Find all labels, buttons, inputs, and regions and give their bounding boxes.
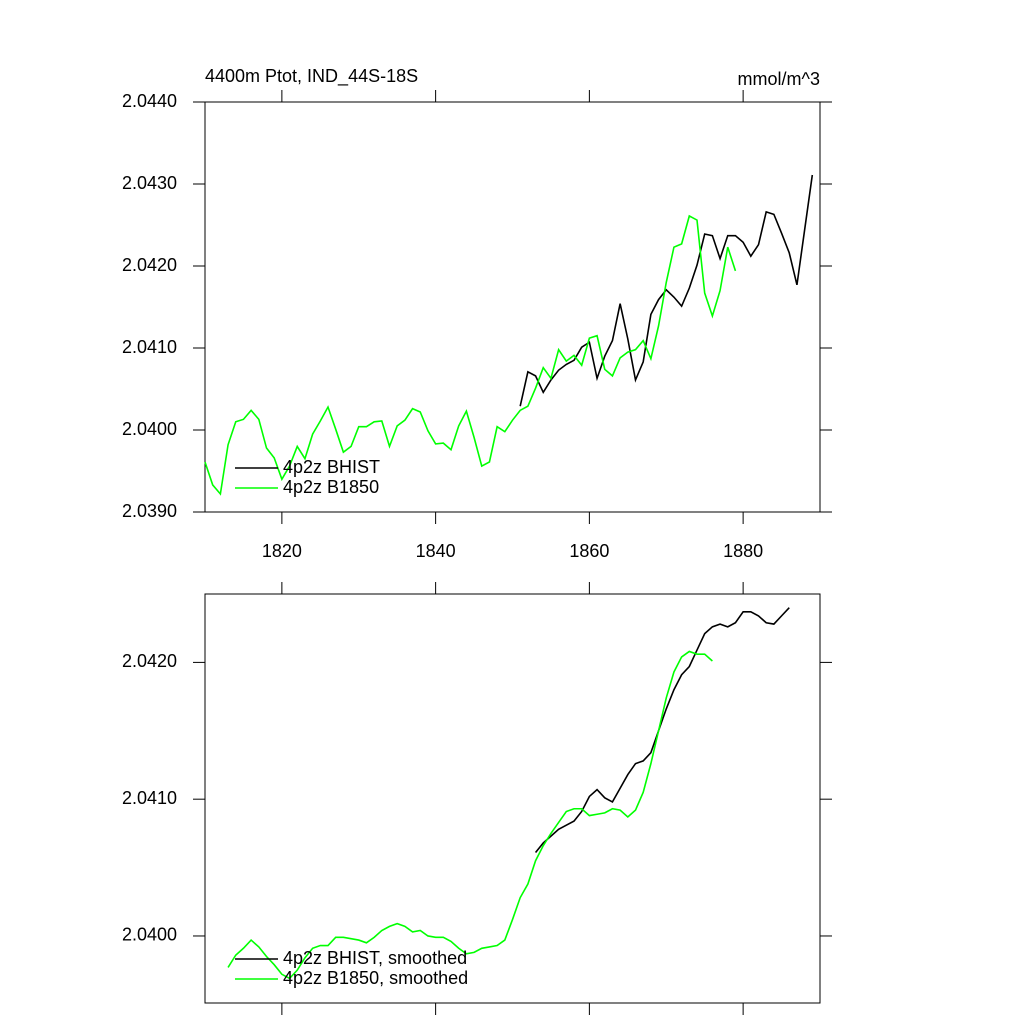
legend-label: 4p2z B1850, smoothed <box>283 968 468 988</box>
y-tick-label: 2.0400 <box>122 925 177 945</box>
series-line <box>519 174 814 407</box>
legend-label: 4p2z B1850 <box>283 477 379 497</box>
plot-frame <box>204 101 821 513</box>
y-tick-label: 2.0410 <box>122 788 177 808</box>
x-tick-label: 1880 <box>723 541 763 561</box>
x-tick-label: 1840 <box>416 541 456 561</box>
x-tick-label: 1860 <box>569 541 609 561</box>
legend-label: 4p2z BHIST, smoothed <box>283 948 467 968</box>
y-tick-label: 2.0420 <box>122 651 177 671</box>
y-tick-label: 2.0440 <box>122 91 177 111</box>
legend-label: 4p2z BHIST <box>283 457 380 477</box>
units-label: mmol/m^3 <box>738 69 820 89</box>
y-tick-label: 2.0410 <box>122 337 177 357</box>
y-tick-label: 2.0430 <box>122 173 177 193</box>
y-tick-label: 2.0420 <box>122 255 177 275</box>
plot-frame <box>204 593 821 1004</box>
y-tick-label: 2.0400 <box>122 419 177 439</box>
chart-title: 4400m Ptot, IND_44S-18S <box>205 66 418 87</box>
series-line <box>204 214 737 496</box>
x-tick-label: 1820 <box>262 541 302 561</box>
series-line <box>534 607 790 854</box>
series-line <box>227 650 713 980</box>
y-tick-label: 2.0390 <box>122 501 177 521</box>
